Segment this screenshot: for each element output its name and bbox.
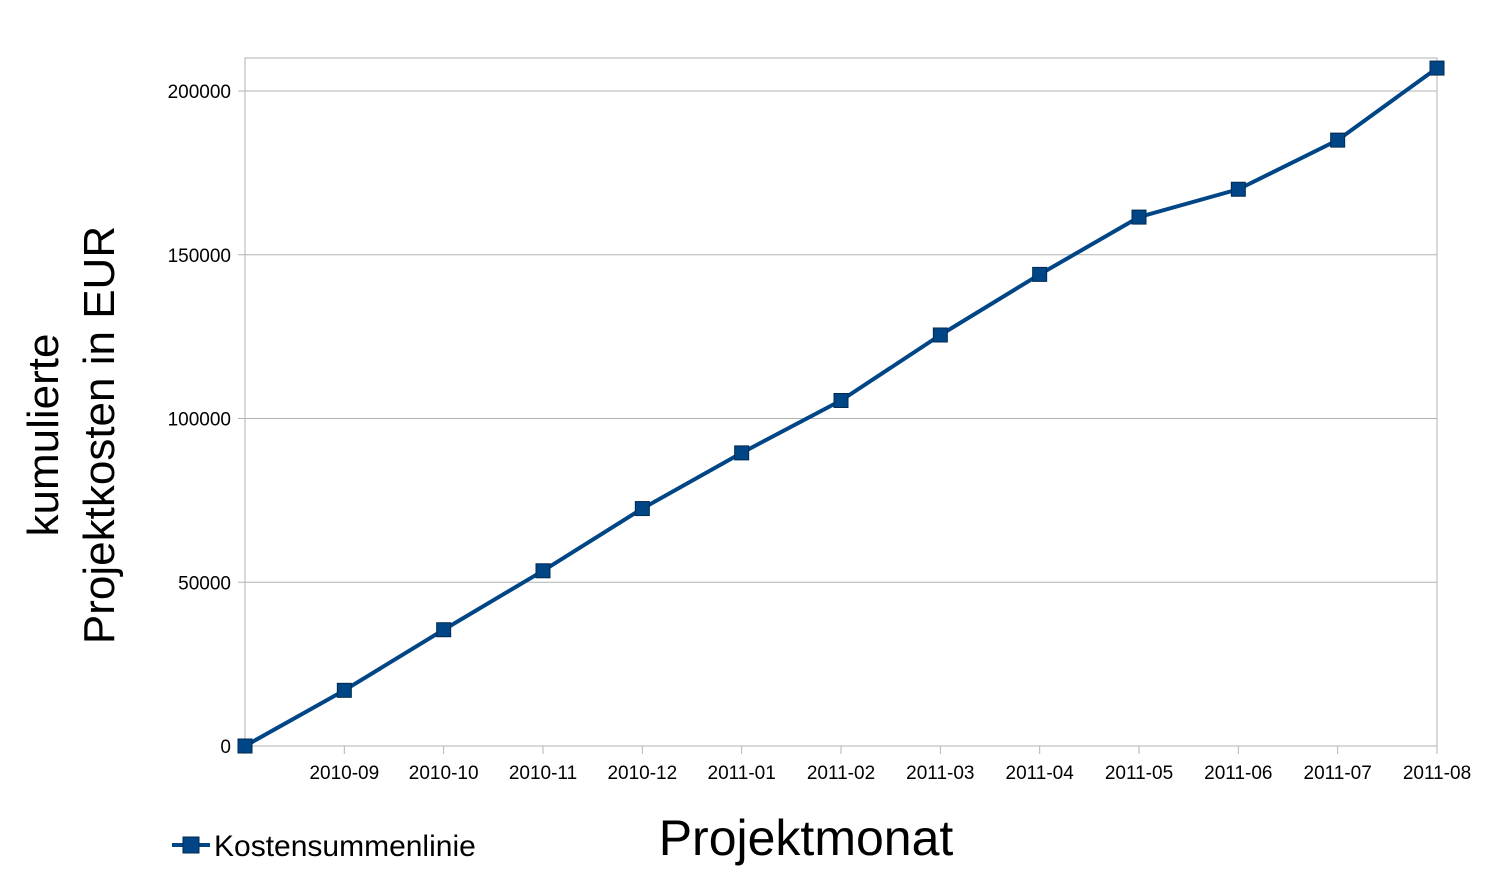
x-tick-label: 2010-11 <box>509 763 577 784</box>
x-tick-label: 2011-03 <box>906 763 974 784</box>
data-point-marker <box>932 327 948 343</box>
data-point-marker <box>1230 181 1246 197</box>
x-tick-label: 2010-12 <box>607 763 677 784</box>
x-tick-label: 2010-10 <box>409 763 479 784</box>
x-tick-label: 2011-07 <box>1304 763 1372 784</box>
x-tick-label: 2011-04 <box>1006 763 1075 784</box>
y-tick-labels: 0 50000 100000 150000 200000 <box>168 82 231 758</box>
y-tick-label: 0 <box>220 737 231 758</box>
y-tick-label: 200000 <box>168 82 231 103</box>
x-tick-label: 2011-06 <box>1204 763 1272 784</box>
data-point-marker <box>1032 266 1048 282</box>
x-tick-label: 2011-08 <box>1403 763 1471 784</box>
data-point-marker <box>1330 132 1346 148</box>
legend: Kostensummenlinie <box>172 830 476 863</box>
x-tick-label: 2011-01 <box>708 763 776 784</box>
axes <box>238 90 1438 754</box>
y-tick-label: 150000 <box>168 246 231 267</box>
data-point-marker <box>535 563 551 579</box>
y-axis-title-line-2: Projektkosten in EUR <box>75 226 124 644</box>
x-tick-label: 2011-02 <box>807 763 875 784</box>
data-point-marker <box>1429 60 1445 76</box>
data-series <box>237 60 1445 754</box>
x-axis-title: Projektmonat <box>659 810 954 866</box>
x-tick-label: 2011-05 <box>1105 763 1173 784</box>
data-point-marker <box>634 501 650 517</box>
data-point-marker <box>833 392 849 408</box>
legend-label: Kostensummenlinie <box>214 830 476 863</box>
data-point-marker <box>436 622 452 638</box>
y-axis-title-line-1: kumulierte <box>19 334 68 537</box>
x-tick-labels: 2010-09 2010-10 2010-11 2010-12 2011-01 2011-… <box>309 763 1471 784</box>
legend-marker-swatch <box>182 836 200 854</box>
gridlines <box>245 90 1437 583</box>
y-tick-label: 50000 <box>178 573 231 594</box>
data-point-marker <box>734 445 750 461</box>
y-tick-label: 100000 <box>168 410 231 431</box>
data-point-marker <box>1131 209 1147 225</box>
x-tick-label: 2010-09 <box>309 763 379 784</box>
data-point-marker <box>336 682 352 698</box>
data-point-marker <box>237 738 253 754</box>
